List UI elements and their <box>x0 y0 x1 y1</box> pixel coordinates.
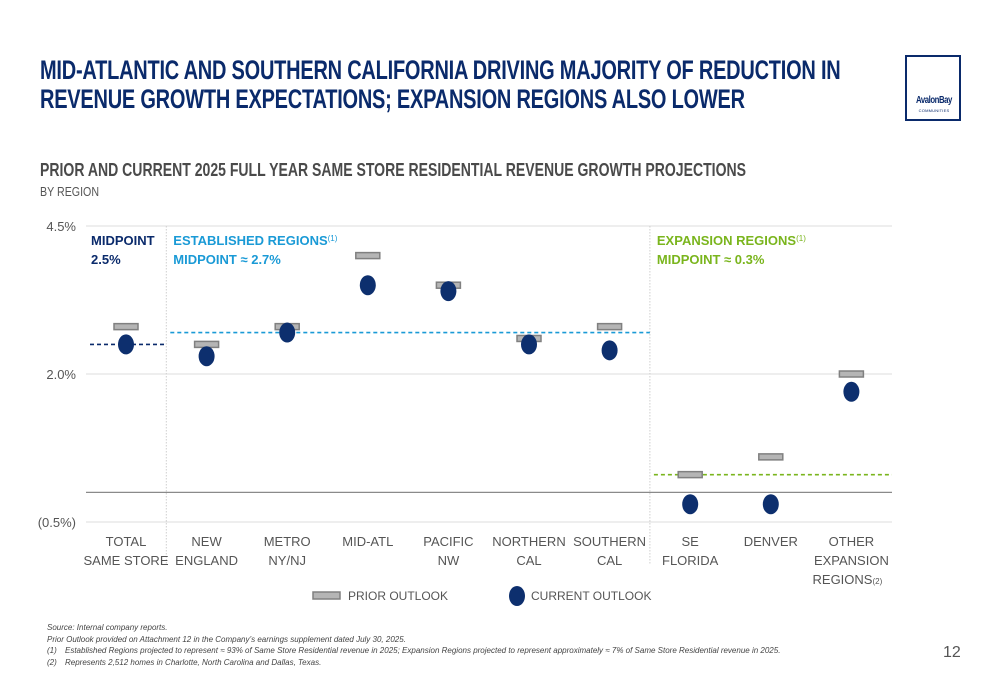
current-outlook-marker <box>118 334 134 355</box>
current-outlook-marker <box>843 381 860 402</box>
current-outlook-marker <box>440 281 457 302</box>
x-category-label: SE <box>682 534 700 549</box>
prior-outlook-marker <box>758 453 784 461</box>
footnote-2-text: Represents 2,512 homes in Charlotte, Nor… <box>65 657 322 667</box>
current-outlook-marker <box>521 334 537 355</box>
chart-title-text: PRIOR AND CURRENT 2025 FULL YEAR SAME ST… <box>40 160 746 180</box>
prior-outlook-marker <box>113 322 139 331</box>
legend-prior-label: PRIOR OUTLOOK <box>348 589 448 603</box>
x-category-label: SAME STORE <box>83 553 168 568</box>
category-footnote: (2) <box>872 577 882 586</box>
slide-title-line2: REVENUE GROWTH EXPECTATIONS; EXPANSION R… <box>40 84 745 114</box>
current-outlook-marker <box>682 494 699 515</box>
y-tick-label: 2.0% <box>46 367 76 382</box>
legend-current-label: CURRENT OUTLOOK <box>531 589 651 603</box>
logo-text: AvalonBay <box>916 95 952 106</box>
group-midpoint-label-established: MIDPOINT ≈ 2.7% <box>173 252 281 267</box>
group-label-title: ESTABLISHED REGIONS <box>173 233 328 248</box>
x-category-label: NY/NJ <box>268 553 306 568</box>
logo-subtext: COMMUNITIES <box>918 108 950 113</box>
x-category-label: OTHER <box>829 534 875 549</box>
footnote-source: Source: Internal company reports. <box>47 623 168 632</box>
x-category-label: DENVER <box>744 534 798 549</box>
footnote-2-number: (2) <box>47 657 57 667</box>
current-outlook-marker <box>198 346 215 367</box>
prior-outlook-marker <box>677 470 703 479</box>
x-category-label: CAL <box>516 553 541 568</box>
legend-prior-swatch <box>312 591 341 600</box>
slide-title-line1: MID-ATLANTIC AND SOUTHERN CALIFORNIA DRI… <box>40 55 841 85</box>
prior-outlook-marker <box>596 322 623 331</box>
group-label-footnote: (1) <box>796 234 806 243</box>
chart-title: PRIOR AND CURRENT 2025 FULL YEAR SAME ST… <box>40 160 945 181</box>
footnote-prior-outlook: Prior Outlook provided on Attachment 12 … <box>47 634 406 644</box>
company-logo: AvalonBay COMMUNITIES <box>905 55 961 121</box>
page-number: 12 <box>943 644 961 661</box>
x-category-label: CAL <box>597 553 622 568</box>
group-label-total: MIDPOINT <box>91 233 155 248</box>
x-category-label: PACIFIC <box>423 534 473 549</box>
x-category-label: METRO <box>264 534 311 549</box>
x-category-label: TOTAL <box>106 534 147 549</box>
footnotes: Source: Internal company reports. Prior … <box>47 622 780 668</box>
x-category-label: FLORIDA <box>662 553 719 568</box>
prior-outlook-marker <box>355 251 381 260</box>
footnote-1-text: Established Regions projected to represe… <box>65 646 781 655</box>
current-outlook-marker <box>762 494 779 515</box>
footnote-1-number: (1) <box>47 646 57 655</box>
x-category-label: NW <box>438 553 460 568</box>
group-label-expansion: EXPANSION REGIONS(1) <box>657 233 806 248</box>
footnote-1: (1) Established Regions projected to repr… <box>47 645 780 657</box>
current-outlook-marker <box>601 340 618 361</box>
slide-title: MID-ATLANTIC AND SOUTHERN CALIFORNIA DRI… <box>40 56 1000 114</box>
legend-current-swatch <box>509 586 525 606</box>
x-category-label: SOUTHERN <box>573 534 646 549</box>
group-midpoint-label-expansion: MIDPOINT ≈ 0.3% <box>657 252 765 267</box>
chart-subtitle: BY REGION <box>40 184 112 199</box>
group-label-footnote: (1) <box>328 234 338 243</box>
group-label-title: MIDPOINT <box>91 233 155 248</box>
x-category-label: MID-ATL <box>342 534 393 549</box>
prior-outlook-marker <box>838 370 865 378</box>
x-category-label: REGIONS(2) <box>813 572 883 587</box>
group-midpoint-label-total: 2.5% <box>91 252 121 267</box>
x-category-label: NORTHERN <box>492 534 565 549</box>
current-outlook-marker <box>359 275 376 296</box>
y-tick-label: 4.5% <box>46 219 76 234</box>
footnote-2: (2) Represents 2,512 homes in Charlotte, … <box>47 657 780 669</box>
x-category-label: ENGLAND <box>175 553 238 568</box>
x-category-label: EXPANSION <box>814 553 889 568</box>
group-label-title: EXPANSION REGIONS <box>657 233 797 248</box>
x-category-label: NEW <box>191 534 222 549</box>
y-tick-label: (0.5%) <box>38 515 76 530</box>
chart-subtitle-text: BY REGION <box>40 184 100 199</box>
group-label-established: ESTABLISHED REGIONS(1) <box>173 233 337 248</box>
current-outlook-marker <box>279 322 296 343</box>
